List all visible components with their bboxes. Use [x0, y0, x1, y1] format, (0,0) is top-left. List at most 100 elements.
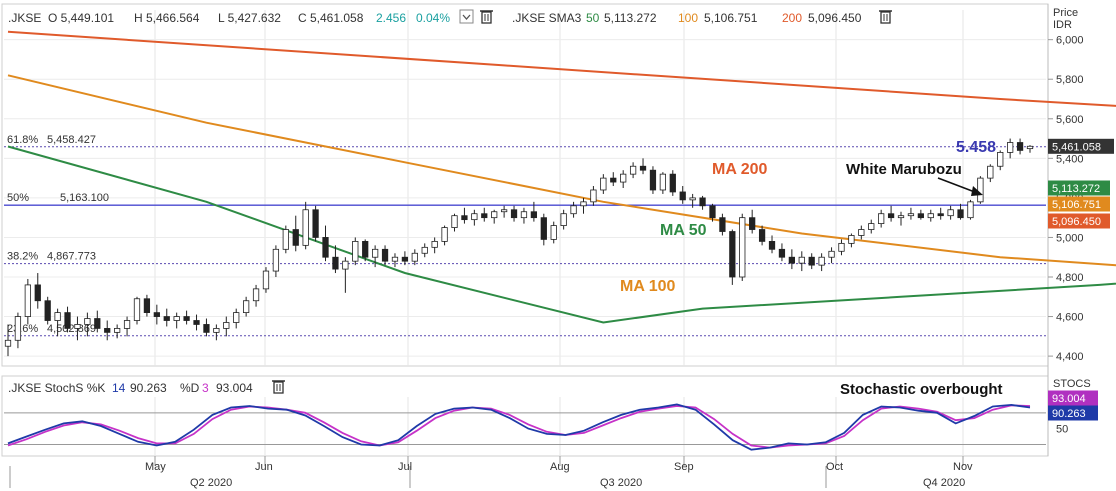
fib-level-value: 4,502.869: [47, 323, 96, 335]
ma100-tag-text: 5,106.751: [1052, 199, 1101, 211]
sma100-value: 5,106.751: [704, 11, 758, 25]
price-tick-label: 5,000: [1056, 232, 1084, 244]
candle-up: [927, 213, 934, 219]
sma50-period: 50: [586, 11, 600, 25]
candle-up: [282, 229, 289, 250]
header-high: H 5,466.564: [134, 11, 200, 25]
candle-up: [570, 205, 577, 215]
header-change-pct: 0.04%: [416, 11, 450, 25]
candle-down: [203, 324, 210, 333]
candle-up: [560, 213, 567, 226]
candle-down: [34, 284, 41, 302]
candle-up: [947, 209, 954, 217]
candle-down: [312, 209, 319, 238]
marubozu-arrow-head: [971, 186, 983, 196]
candle-down: [768, 240, 776, 250]
stoch-axis-title: STOCS: [1053, 378, 1091, 390]
candle-up: [421, 246, 428, 254]
candle-up: [491, 211, 498, 219]
candle-up: [629, 165, 637, 175]
quarter-label: Q3 2020: [600, 477, 642, 489]
close-tag-text: 5,461.058: [1052, 141, 1101, 153]
candle-down: [153, 312, 160, 317]
candle-down: [758, 229, 766, 242]
header-symbol: .JKSE: [8, 11, 41, 25]
candle-down: [362, 240, 369, 258]
candle-up: [342, 260, 349, 270]
currency-label: IDR: [1053, 19, 1072, 31]
month-label: May: [145, 461, 166, 473]
chevron-down-icon[interactable]: [459, 9, 474, 24]
candle-down: [510, 209, 518, 219]
candle-down: [461, 215, 468, 221]
candle-up: [828, 250, 835, 258]
price-tick-label: 5,400: [1056, 153, 1084, 165]
header-close: C 5,461.058: [298, 11, 364, 25]
stoch-d-label: %D: [180, 381, 200, 395]
candle-up: [4, 339, 12, 347]
candle-down: [788, 256, 795, 264]
candle-down: [649, 169, 657, 191]
stoch-d-tag-text: 93.004: [1052, 393, 1086, 405]
candle-up: [133, 298, 141, 321]
month-label: Nov: [953, 461, 973, 473]
candle-up: [590, 189, 597, 203]
candle-up: [84, 318, 91, 325]
candle-up: [391, 256, 399, 262]
ma50-tag: [1048, 180, 1110, 196]
price-tick-label: 4,400: [1056, 351, 1084, 363]
ma100-line: [7, 74, 1116, 267]
sma200-value: 5,096.450: [808, 11, 862, 25]
sma-symbol: .JKSE SMA3: [512, 11, 582, 25]
trash-icon[interactable]: [480, 10, 493, 24]
ma50-line: [7, 145, 1116, 324]
fib-level-label: 61.8%: [7, 134, 38, 146]
ma50-tag-text: 5,113.272: [1052, 183, 1100, 195]
candle-up: [620, 173, 627, 183]
candle-up: [580, 201, 587, 207]
candle-up: [123, 320, 131, 329]
white-marubozu-annotation: White Marubozu: [846, 161, 962, 178]
price-header: .JKSE O 5,449.101 H 5,466.564 L 5,427.63…: [8, 9, 892, 25]
sma200-period: 200: [782, 11, 802, 25]
price-tick-label: 5,800: [1056, 74, 1084, 86]
candle-down: [94, 318, 101, 329]
trash-icon[interactable]: [272, 380, 285, 394]
candle-up: [689, 197, 696, 201]
candle-up: [173, 316, 180, 321]
price-tick-label: 4,600: [1056, 312, 1084, 324]
ma200-annotation: MA 200: [712, 161, 768, 178]
stoch-header: .JKSE StochS %K 14 90.263 %D 3 93.004: [8, 380, 285, 395]
candle-up: [352, 240, 359, 262]
candle-down: [679, 191, 686, 201]
candle-down: [292, 229, 299, 246]
candle-up: [24, 284, 31, 317]
trash-icon[interactable]: [879, 10, 892, 24]
candle-up: [858, 229, 865, 236]
header-low: L 5,427.632: [218, 11, 281, 25]
candle-down: [183, 316, 190, 321]
candle-up: [818, 256, 825, 266]
quarter-label: Q4 2020: [923, 477, 965, 489]
month-label: Aug: [550, 461, 570, 473]
candle-up: [520, 211, 528, 219]
ma100-tag: [1048, 196, 1110, 212]
candle-up: [302, 209, 309, 246]
candle-down: [381, 248, 389, 262]
fib-level-value: 4,867.773: [47, 251, 96, 263]
candle-up: [411, 252, 418, 262]
fib-level-value: 5,458.427: [47, 134, 96, 146]
candle-down: [481, 213, 488, 219]
ma200-line: [7, 30, 1116, 107]
candle-up: [550, 225, 557, 240]
candle-up: [987, 165, 994, 179]
last-value-tags: 5,461.058 5,113.272 5,106.751 5,096.450 …: [1048, 138, 1114, 421]
candle-up: [997, 151, 1004, 167]
candle-down: [709, 205, 716, 219]
candle-down: [64, 312, 71, 329]
month-label: Sep: [674, 461, 694, 473]
candle-down: [44, 300, 51, 321]
candle-up: [907, 213, 915, 217]
candle-up: [471, 213, 478, 221]
